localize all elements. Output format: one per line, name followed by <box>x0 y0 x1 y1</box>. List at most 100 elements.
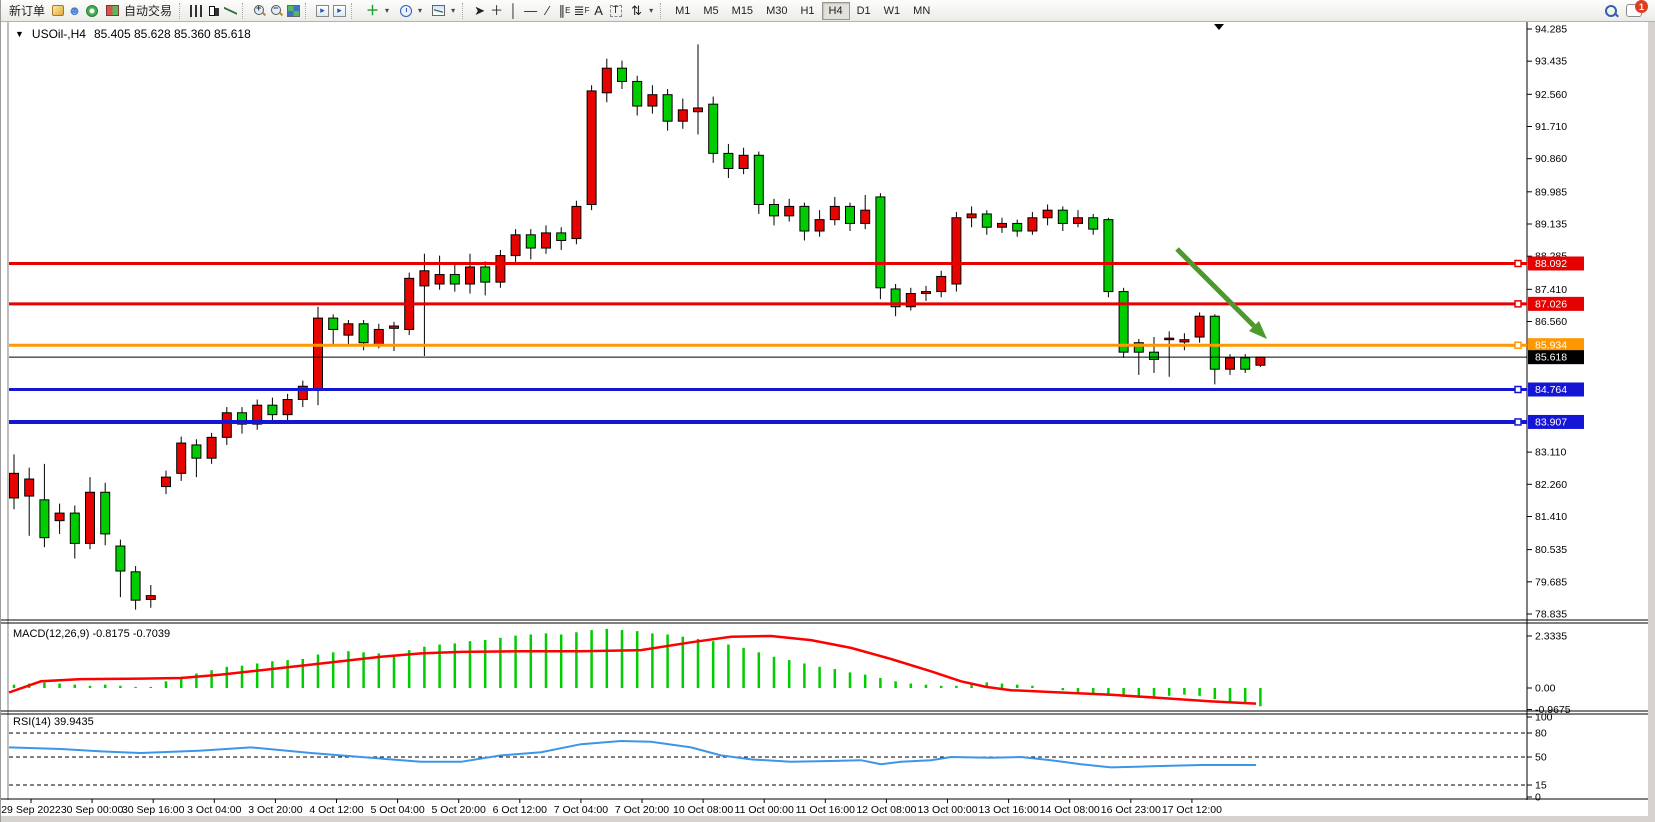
new-order-button[interactable]: 新订单 <box>5 1 49 21</box>
timeframe-M1[interactable]: M1 <box>675 4 691 17</box>
candlestick-chart-icon[interactable] <box>205 3 222 18</box>
svg-text:5 Oct 04:00: 5 Oct 04:00 <box>370 804 424 816</box>
rsi-indicator-label: RSI(14) 39.9435 <box>13 716 94 728</box>
fibonacci-tool-icon[interactable]: ≣ F <box>573 3 590 18</box>
svg-text:78.835: 78.835 <box>1535 609 1567 621</box>
timeframe-H4[interactable]: H4 <box>821 1 850 20</box>
svg-text:11 Oct 16:00: 11 Oct 16:00 <box>796 804 856 816</box>
toolbar-separator <box>351 2 357 19</box>
autotrade-button[interactable]: 自动交易 <box>100 1 176 21</box>
svg-text:50: 50 <box>1535 752 1547 764</box>
tile-windows-icon[interactable] <box>285 3 302 18</box>
svg-text:4 Oct 12:00: 4 Oct 12:00 <box>309 804 363 816</box>
crosshair-tool-icon[interactable]: ＋ <box>490 3 504 18</box>
svg-text:85.934: 85.934 <box>1535 340 1567 352</box>
svg-text:6 Oct 12:00: 6 Oct 12:00 <box>493 804 547 816</box>
horizontal-line-tool-icon[interactable]: — <box>524 3 538 18</box>
timeframe-W1[interactable]: W1 <box>883 4 901 17</box>
svg-text:93.435: 93.435 <box>1535 56 1567 68</box>
svg-text:90.860: 90.860 <box>1535 153 1567 165</box>
auto-scroll-icon[interactable]: ▸ <box>314 3 331 18</box>
svg-text:3 Oct 04:00: 3 Oct 04:00 <box>187 804 241 816</box>
signals-icon[interactable] <box>83 3 100 18</box>
template-menu-button[interactable]: ▾ <box>426 1 459 21</box>
line-chart-icon[interactable] <box>222 3 239 18</box>
svg-text:89.985: 89.985 <box>1535 186 1567 198</box>
chevron-down-icon: ▾ <box>451 6 456 15</box>
bearish-arrow-annotation[interactable] <box>1175 247 1267 339</box>
chevron-down-icon: ▾ <box>418 6 423 15</box>
main-toolbar: 新订单 ☻ 自动交易 + − ▸ ▸ ＋ ▾ ▾ ▾ <box>1 0 1655 22</box>
svg-text:100: 100 <box>1535 712 1553 724</box>
svg-text:30 Sep 16:00: 30 Sep 16:00 <box>122 804 185 816</box>
hline-anchor <box>1514 341 1522 349</box>
order-cube-icon[interactable] <box>49 3 66 18</box>
svg-text:13 Oct 00:00: 13 Oct 00:00 <box>917 804 977 816</box>
toolbar-separator <box>660 2 666 19</box>
svg-text:88.092: 88.092 <box>1535 258 1567 270</box>
svg-text:10 Oct 08:00: 10 Oct 08:00 <box>673 804 733 816</box>
macd-indicator-label: MACD(12,26,9) -0.8175 -0.7039 <box>13 628 171 640</box>
hline-anchor <box>1514 418 1522 426</box>
channel-tool-icon[interactable]: ∥ E <box>558 3 571 18</box>
svg-text:86.560: 86.560 <box>1535 316 1567 328</box>
trendline-tool-icon[interactable]: ∕ <box>546 3 549 18</box>
svg-text:2.3335: 2.3335 <box>1535 630 1567 642</box>
zoom-out-icon[interactable]: − <box>268 3 285 18</box>
arrows-tool-icon: ⇅ <box>631 3 643 18</box>
svg-text:30 Sep 00:00: 30 Sep 00:00 <box>61 804 124 816</box>
horizontal-lines-layer[interactable] <box>9 259 1527 426</box>
svg-text:80.535: 80.535 <box>1535 544 1567 556</box>
svg-text:-0.9675: -0.9675 <box>1535 704 1571 716</box>
rsi-line <box>8 739 1256 769</box>
timeframe-MN[interactable]: MN <box>913 4 931 17</box>
vertical-line-tool-icon[interactable]: │ <box>509 3 518 18</box>
cursor-tool-icon[interactable]: ➤ <box>474 3 486 18</box>
search-icon[interactable] <box>1604 4 1618 18</box>
timeframe-H1[interactable]: H1 <box>800 4 815 17</box>
chart-shift-marker[interactable] <box>1214 24 1224 30</box>
svg-text:81.410: 81.410 <box>1535 511 1567 523</box>
period-menu-button[interactable]: ▾ <box>393 1 426 21</box>
arrows-tool-button[interactable]: ⇅ ▾ <box>624 1 657 21</box>
timeframe-M15[interactable]: M15 <box>731 4 754 17</box>
chevron-down-icon: ▾ <box>649 6 654 15</box>
price-axis[interactable]: 94.285 93.435 92.560 91.710 90.860 89.985 89.1… <box>1527 24 1567 621</box>
text-label-tool-icon[interactable]: T <box>607 3 624 18</box>
macd-signal-line <box>8 634 1257 705</box>
toolbar-separator <box>305 2 311 19</box>
svg-text:83.110: 83.110 <box>1535 447 1566 459</box>
svg-text:5 Oct 20:00: 5 Oct 20:00 <box>432 804 486 816</box>
chart-shift-icon[interactable]: ▸ <box>331 3 348 18</box>
svg-text:0: 0 <box>1535 792 1541 804</box>
timeframe-M5[interactable]: M5 <box>703 4 719 17</box>
svg-text:14 Oct 08:00: 14 Oct 08:00 <box>1040 804 1100 816</box>
svg-text:83.907: 83.907 <box>1535 416 1567 428</box>
chat-icon[interactable]: 1 <box>1626 0 1648 17</box>
svg-text:85.618: 85.618 <box>1535 352 1567 364</box>
community-profile-icon[interactable]: ☻ <box>67 3 82 18</box>
object-list-toggle-icon[interactable]: ▼ <box>15 29 24 39</box>
toolbar-right-icons: 1 <box>1604 0 1652 18</box>
symbol-period-label: USOil-,H4 <box>31 27 86 41</box>
svg-text:7 Oct 04:00: 7 Oct 04:00 <box>554 804 608 816</box>
timeframe-M30[interactable]: M30 <box>766 4 788 17</box>
add-indicator-icon: ＋ <box>366 3 380 18</box>
notification-badge: 1 <box>1635 0 1648 13</box>
text-tool-icon[interactable]: A <box>594 3 603 18</box>
new-order-label: 新订单 <box>9 4 46 18</box>
chart-title: ▼ USOil-,H4 85.405 85.628 85.360 85.618 <box>15 27 251 41</box>
rsi-pane: 100 80 50 150 <box>8 712 1553 804</box>
svg-text:92.560: 92.560 <box>1535 89 1567 101</box>
add-indicator-button[interactable]: ＋ ▾ <box>360 1 393 21</box>
svg-text:0.00: 0.00 <box>1535 683 1556 695</box>
template-icon <box>430 3 447 18</box>
svg-text:16 Oct 23:00: 16 Oct 23:00 <box>1101 804 1161 816</box>
timeframe-D1[interactable]: D1 <box>856 4 871 17</box>
zoom-in-icon[interactable]: + <box>251 3 268 18</box>
bar-chart-icon[interactable] <box>188 3 205 18</box>
svg-text:13 Oct 16:00: 13 Oct 16:00 <box>979 804 1039 816</box>
